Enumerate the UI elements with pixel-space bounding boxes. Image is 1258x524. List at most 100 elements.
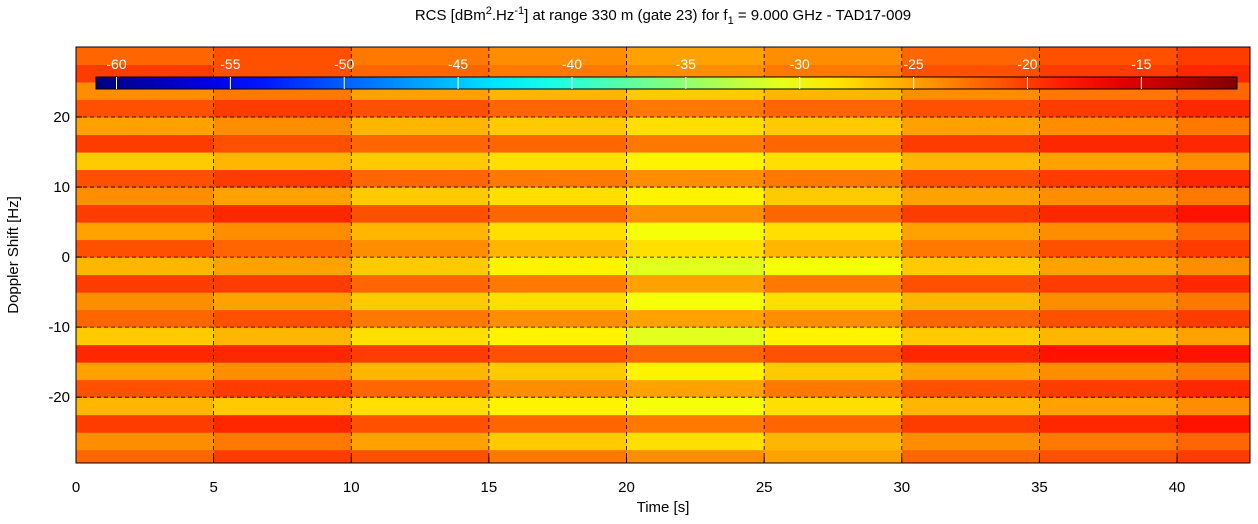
heatmap-cell (488, 432, 628, 451)
heatmap-cell (901, 134, 1040, 153)
heatmap-cell (488, 379, 628, 398)
colorbar-tick-label: -55 (220, 56, 240, 72)
heatmap-cell (764, 449, 903, 464)
heatmap-cell (1177, 379, 1251, 398)
heatmap-cell (764, 187, 903, 206)
heatmap-cell (626, 449, 765, 464)
heatmap-cell (1039, 327, 1178, 346)
heatmap-cell (488, 257, 628, 276)
x-tick-label: 10 (343, 479, 360, 496)
heatmap-cell (213, 187, 352, 206)
heatmap-cell (488, 327, 628, 346)
heatmap-cell (488, 99, 628, 118)
heatmap-cell (764, 222, 903, 241)
heatmap-cell (1039, 397, 1178, 416)
heatmap-cell (626, 292, 765, 311)
heatmap-cell (901, 99, 1040, 118)
heatmap-cell (351, 99, 490, 118)
colorbar-tick-label: -30 (790, 56, 810, 72)
heatmap-cell (351, 187, 490, 206)
heatmap-cell (351, 152, 490, 171)
heatmap-cell (488, 152, 628, 171)
heatmap-cell (1039, 432, 1178, 451)
heatmap-cell (1039, 274, 1178, 293)
heatmap-cell (488, 239, 628, 258)
x-axis-label: Time [s] (637, 499, 690, 516)
heatmap-cell (76, 134, 215, 153)
colorbar-tick-label: -50 (334, 56, 354, 72)
x-tick-label: 5 (209, 479, 217, 496)
heatmap-cell (901, 432, 1040, 451)
heatmap-cell (901, 169, 1040, 188)
heatmap-cell (1177, 414, 1251, 433)
heatmap-cell (1039, 187, 1178, 206)
heatmap-cell (213, 327, 352, 346)
heatmap-cell (213, 274, 352, 293)
heatmap-cell (213, 134, 352, 153)
heatmap-cell (764, 204, 903, 223)
heatmap-cell (351, 47, 490, 66)
y-tick-label: -10 (48, 319, 70, 336)
heatmap-cell (1039, 99, 1178, 118)
heatmap-cell (901, 222, 1040, 241)
heatmap-cell (213, 204, 352, 223)
heatmap-cell (1039, 169, 1178, 188)
heatmap-cell (764, 257, 903, 276)
heatmap-cell (901, 397, 1040, 416)
heatmap-cell (76, 327, 215, 346)
heatmap-cell (626, 379, 765, 398)
title-segment: RCS [dBm (415, 7, 486, 24)
heatmap-cell (1039, 362, 1178, 381)
heatmap-cell (351, 257, 490, 276)
heatmap-cell (488, 344, 628, 363)
heatmap-cell (76, 379, 215, 398)
heatmap-cell (351, 169, 490, 188)
heatmap-cell (351, 397, 490, 416)
y-tick-label: 20 (53, 109, 70, 126)
heatmap-cell (626, 222, 765, 241)
heatmap-cell (626, 344, 765, 363)
heatmap-cell (1039, 414, 1178, 433)
heatmap-cell (76, 292, 215, 311)
heatmap-cell (76, 239, 215, 258)
heatmap-cell (901, 362, 1040, 381)
x-tick-label: 25 (756, 479, 773, 496)
heatmap-cell (76, 187, 215, 206)
title-segment: .Hz (492, 7, 515, 24)
heatmap-cell (764, 432, 903, 451)
heatmap-cell (213, 152, 352, 171)
title-segment: ] at range 330 m (gate 23) for f (524, 7, 728, 24)
heatmap-cell (1039, 134, 1178, 153)
heatmap-cell (626, 397, 765, 416)
heatmap-cell (901, 449, 1040, 464)
heatmap-cell (76, 362, 215, 381)
heatmap-cell (1039, 239, 1178, 258)
heatmap-cell (213, 397, 352, 416)
heatmap-cell (1039, 449, 1178, 464)
heatmap-cell (764, 152, 903, 171)
heatmap-cell (351, 449, 490, 464)
title-segment: = 9.000 GHz - TAD17-009 (734, 7, 911, 24)
heatmap-cell (488, 187, 628, 206)
heatmap-cell (213, 309, 352, 328)
heatmap-cell (901, 344, 1040, 363)
heatmap-cell (1177, 397, 1251, 416)
heatmap-cell (1177, 449, 1251, 464)
heatmap-cell (213, 432, 352, 451)
heatmap-cell (1039, 152, 1178, 171)
heatmap-cell (213, 379, 352, 398)
heatmap-cell (1177, 362, 1251, 381)
heatmap-cell (626, 47, 765, 66)
heatmap-cell (626, 99, 765, 118)
heatmap-cell (213, 117, 352, 136)
x-tick-label: 35 (1031, 479, 1048, 496)
heatmap-cell (213, 47, 352, 66)
heatmap-cell (626, 274, 765, 293)
colorbar-tick-label: -40 (562, 56, 582, 72)
heatmap-cell (213, 344, 352, 363)
heatmap-cell (351, 204, 490, 223)
heatmap-cell (213, 362, 352, 381)
heatmap-cell (488, 414, 628, 433)
heatmap-cell (764, 344, 903, 363)
heatmap-cell (351, 134, 490, 153)
